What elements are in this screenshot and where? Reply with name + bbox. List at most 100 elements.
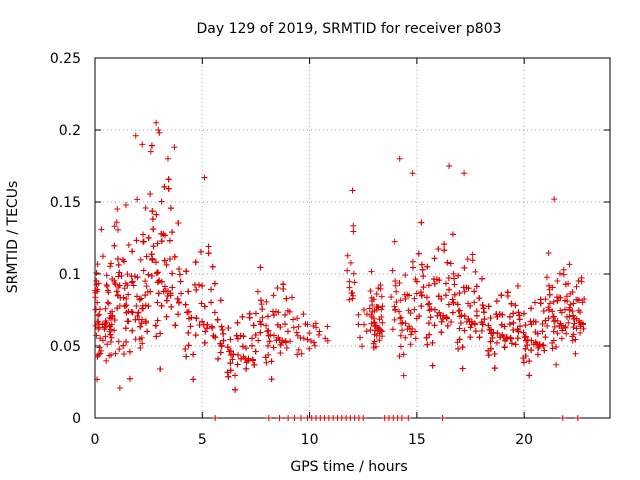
data-point <box>379 303 386 310</box>
data-point <box>161 183 168 190</box>
data-point <box>239 343 246 350</box>
data-point <box>449 231 456 238</box>
data-point <box>324 337 331 344</box>
data-point <box>125 308 132 315</box>
data-point <box>154 317 161 324</box>
data-point <box>112 281 119 288</box>
data-point <box>218 343 225 350</box>
data-point <box>456 307 463 314</box>
data-point <box>129 327 136 334</box>
data-point <box>111 327 118 334</box>
data-point <box>557 294 564 301</box>
data-point <box>455 345 462 352</box>
data-point <box>549 345 556 352</box>
data-point <box>158 230 165 237</box>
data-point <box>243 359 250 366</box>
data-point <box>109 312 116 319</box>
data-point <box>469 251 476 258</box>
data-point <box>132 132 139 139</box>
data-point <box>404 326 411 333</box>
data-point <box>276 415 283 421</box>
data-point <box>504 293 511 300</box>
data-point <box>204 321 211 328</box>
data-point <box>479 275 486 282</box>
data-point <box>229 356 236 363</box>
grid <box>95 58 610 418</box>
data-point <box>283 345 290 352</box>
data-point <box>158 302 165 309</box>
data-point <box>238 355 245 362</box>
data-point <box>516 312 523 319</box>
data-point <box>214 316 221 323</box>
data-point <box>517 323 524 330</box>
data-point <box>446 163 453 169</box>
data-point <box>577 309 584 316</box>
data-point <box>104 341 111 348</box>
data-point <box>270 344 277 351</box>
data-point <box>573 283 580 290</box>
data-point <box>368 311 375 318</box>
data-point <box>581 296 588 303</box>
data-point <box>290 316 297 323</box>
data-point <box>514 335 521 342</box>
data-point <box>263 298 270 305</box>
data-point <box>396 308 403 315</box>
data-point <box>411 295 418 302</box>
data-point <box>121 285 128 292</box>
data-point <box>392 306 399 313</box>
y-tick-label: 0.05 <box>50 339 81 355</box>
data-point <box>467 302 474 309</box>
data-point <box>113 219 120 226</box>
data-point <box>224 344 231 351</box>
data-point <box>349 187 356 194</box>
data-point <box>520 359 527 366</box>
data-point <box>286 308 293 315</box>
data-point <box>111 223 118 230</box>
data-point <box>103 281 110 288</box>
data-point <box>435 246 442 253</box>
data-point <box>439 415 446 421</box>
data-point <box>423 294 430 301</box>
data-point <box>508 300 515 307</box>
data-point <box>142 205 149 212</box>
data-point <box>576 319 583 326</box>
data-point <box>163 261 170 268</box>
data-point <box>300 335 307 342</box>
data-point <box>164 155 171 162</box>
data-point <box>277 341 284 348</box>
data-point <box>398 314 405 321</box>
data-point <box>113 288 120 295</box>
data-point <box>373 290 380 297</box>
data-point <box>426 300 433 307</box>
data-point <box>94 261 101 268</box>
data-point <box>514 326 521 333</box>
data-point <box>572 350 579 357</box>
data-point <box>169 229 176 236</box>
data-point <box>143 283 150 290</box>
data-point <box>413 278 420 285</box>
data-point <box>120 350 127 357</box>
data-point <box>367 287 374 294</box>
data-point <box>97 350 104 357</box>
data-point <box>346 296 353 303</box>
data-point <box>226 348 233 355</box>
data-point <box>166 237 173 244</box>
data-point <box>371 331 378 338</box>
data-point <box>249 356 256 363</box>
data-point <box>445 301 452 308</box>
data-point <box>537 300 544 307</box>
data-point <box>289 294 296 301</box>
data-point <box>535 345 542 352</box>
data-point <box>393 288 400 295</box>
data-point <box>220 330 227 337</box>
data-point <box>152 322 159 329</box>
data-point <box>493 311 500 318</box>
data-point <box>429 339 436 346</box>
data-point <box>232 386 239 393</box>
data-point <box>520 329 527 336</box>
data-point <box>423 334 430 341</box>
data-point <box>355 321 362 328</box>
data-point <box>487 314 494 321</box>
data-point <box>197 248 204 255</box>
data-point <box>190 351 197 358</box>
